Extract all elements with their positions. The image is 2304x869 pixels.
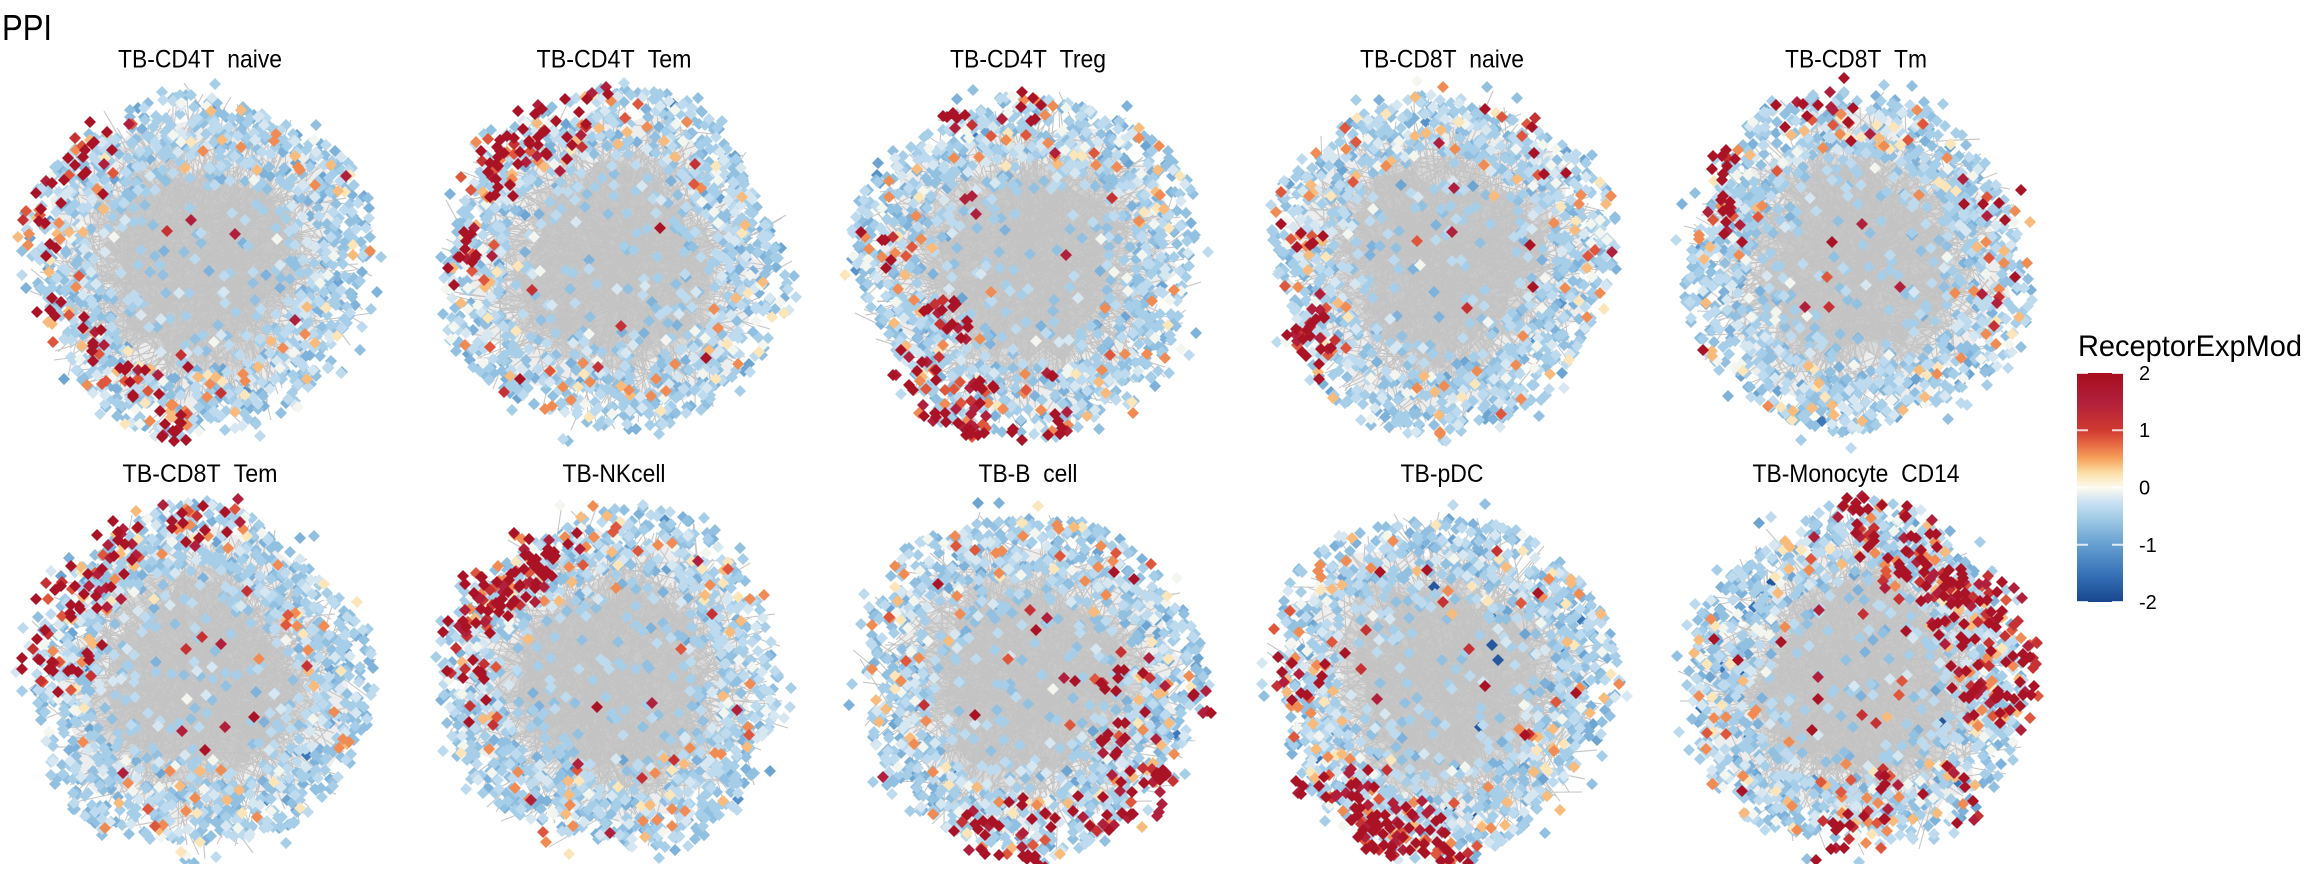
svg-text:TB-CD4T naive: TB-CD4T naive [118,46,282,74]
svg-text:TB-NKcell: TB-NKcell [563,460,666,488]
svg-text:TB-Monocyte CD14: TB-Monocyte CD14 [1753,460,1960,488]
svg-text:TB-CD4T Tem: TB-CD4T Tem [537,46,692,74]
svg-text:2: 2 [2139,363,2150,385]
svg-text:TB-CD8T Tm: TB-CD8T Tm [1785,46,1927,74]
svg-text:TB-pDC: TB-pDC [1401,460,1484,488]
svg-text:TB-B cell: TB-B cell [979,460,1078,488]
svg-text:TB-CD4T Treg: TB-CD4T Treg [950,46,1106,74]
svg-text:ReceptorExpMod: ReceptorExpMod [2078,330,2302,363]
svg-text:TB-CD8T naive: TB-CD8T naive [1360,46,1524,74]
svg-text:1: 1 [2139,420,2150,442]
svg-text:-1: -1 [2139,535,2157,557]
svg-text:TB-CD8T Tem: TB-CD8T Tem [123,460,278,488]
svg-text:-2: -2 [2139,592,2157,614]
svg-text:0: 0 [2139,478,2150,500]
svg-text:PPI: PPI [2,7,52,48]
